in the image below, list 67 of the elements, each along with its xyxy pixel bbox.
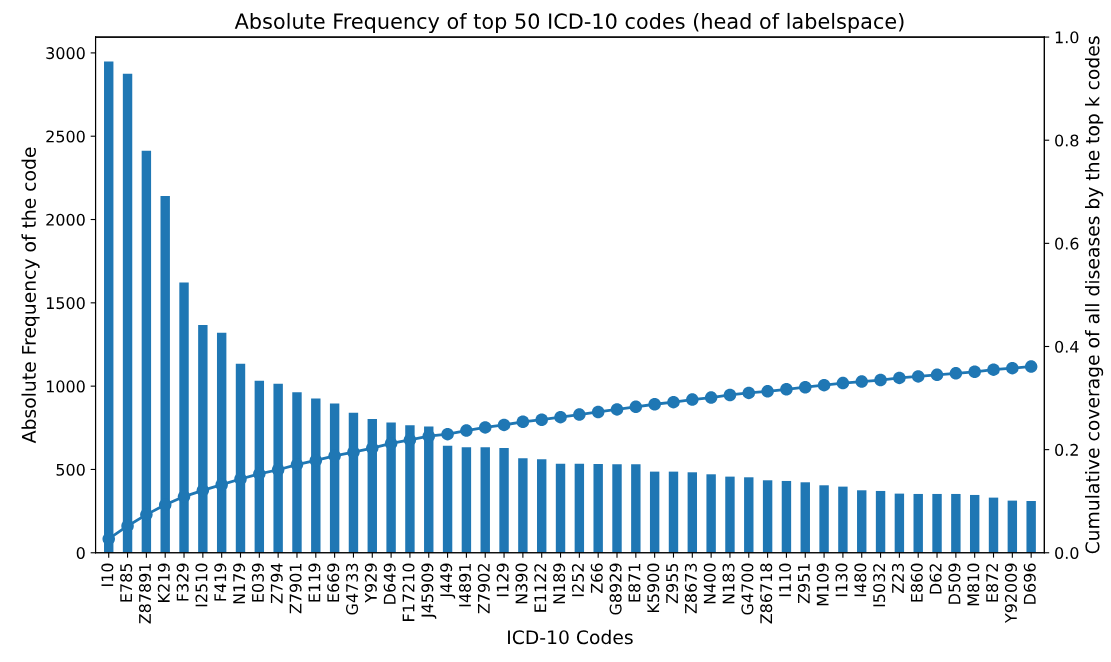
x-tick-label: N400 xyxy=(703,563,716,604)
x-tick-label: Z23 xyxy=(891,563,905,594)
x-tick-label: N179 xyxy=(233,563,246,604)
x-tick-label: N183 xyxy=(722,563,735,604)
x-tick-label: Y929 xyxy=(364,563,377,603)
x-tick-label: J45909 xyxy=(421,563,437,619)
y-tick-label: 2500 xyxy=(46,130,85,143)
x-tick-label: I10 xyxy=(101,563,114,586)
y2-tick-label: 1.0 xyxy=(1055,31,1079,44)
x-tick-label: Y92009 xyxy=(1004,563,1017,624)
x-tick-label: D62 xyxy=(929,564,942,594)
x-tick-label: E1122 xyxy=(534,564,547,612)
x-tick-label: F17210 xyxy=(402,563,415,621)
y2-tick-label: 0.2 xyxy=(1055,443,1078,456)
x-tick-label: K5900 xyxy=(647,563,660,613)
y-tick-label: 3000 xyxy=(46,47,85,60)
y2-tick-label: 0.4 xyxy=(1055,340,1079,353)
x-tick-label: N390 xyxy=(515,563,528,604)
y-tick-label: 1000 xyxy=(46,380,85,393)
x-tick-label: I480 xyxy=(854,563,867,597)
x-tick-label: J449 xyxy=(440,563,456,599)
x-tick-label: Z8673 xyxy=(684,563,697,614)
y2-tick-label: 0.8 xyxy=(1055,134,1079,147)
x-tick-label: E872 xyxy=(986,564,999,602)
y2-tick-label: 0.0 xyxy=(1055,546,1079,560)
x-tick-label: D509 xyxy=(948,563,961,604)
x-tick-label: K219 xyxy=(157,563,170,602)
x-tick-label: I5032 xyxy=(873,564,886,607)
x-tick-label: Z66 xyxy=(590,563,603,594)
x-tick-label: F329 xyxy=(176,563,189,601)
chart-title: Absolute Frequency of top 50 ICD-10 codes (head of labelspace) xyxy=(234,12,904,34)
x-tick-label: E039 xyxy=(251,563,264,602)
x-tick-label: D649 xyxy=(383,563,396,604)
x-tick-label: Z7901 xyxy=(289,563,302,614)
x-tick-label: E785 xyxy=(120,563,133,602)
y2-tick-label: 0.6 xyxy=(1055,237,1079,250)
x-tick-label: Z86718 xyxy=(760,563,773,624)
y-tick-label: 1500 xyxy=(46,297,85,310)
x-tick-label: E119 xyxy=(308,563,321,602)
x-tick-label: D696 xyxy=(1023,563,1036,604)
x-tick-label: Z794 xyxy=(270,563,283,604)
y2-axis-title: Cumulative coverage of all diseases by the top k codes xyxy=(1085,36,1104,554)
x-axis-title: ICD-10 Codes xyxy=(508,629,633,645)
x-tick-label: I129 xyxy=(496,563,509,597)
x-tick-label: Z951 xyxy=(797,563,810,604)
x-tick-label: N189 xyxy=(553,563,566,604)
y-axis-title: Absolute Frequency of the code xyxy=(21,147,40,444)
x-tick-label: E669 xyxy=(327,563,340,602)
x-tick-label: F419 xyxy=(214,563,227,601)
y-tick-label: 2000 xyxy=(46,213,85,226)
x-tick-label: I4891 xyxy=(458,563,472,607)
x-tick-label: I252 xyxy=(571,564,584,597)
x-tick-label: E871 xyxy=(628,563,641,602)
y-tick-label: 500 xyxy=(56,463,85,476)
x-tick-label: Z87891 xyxy=(138,563,152,624)
x-tick-label: I2510 xyxy=(195,563,208,607)
x-tick-label: G4700 xyxy=(741,563,754,615)
y-tick-label: 0 xyxy=(76,546,85,560)
x-tick-label: Z955 xyxy=(666,563,679,604)
x-tick-label: M109 xyxy=(816,563,829,606)
x-tick-label: G8929 xyxy=(609,563,622,615)
x-tick-label: M810 xyxy=(967,563,980,606)
x-tick-label: I130 xyxy=(835,563,848,597)
x-tick-label: Z7902 xyxy=(477,564,490,614)
x-tick-label: E860 xyxy=(910,563,923,602)
x-tick-label: G4733 xyxy=(346,563,359,615)
x-tick-label: I110 xyxy=(778,563,792,597)
